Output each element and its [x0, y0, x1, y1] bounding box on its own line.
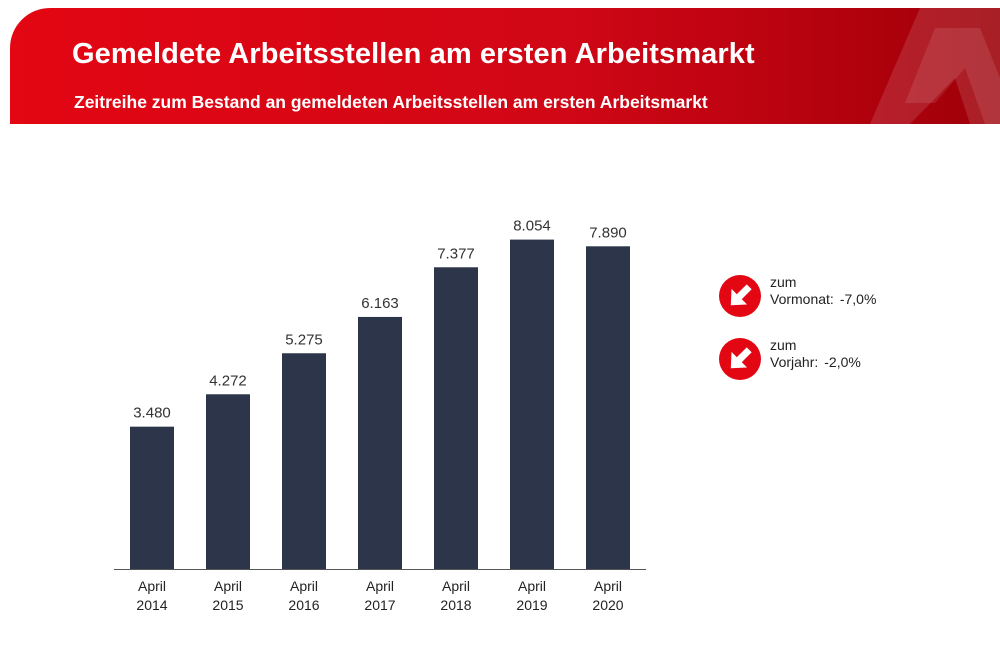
data-label: 6.163: [361, 295, 399, 312]
change-vorjahr: zum Vorjahr: -2,0%: [718, 337, 978, 381]
bar: [282, 353, 326, 569]
down-right-arrow-icon: [719, 275, 761, 317]
x-tick-label: 2014: [136, 597, 167, 613]
bar: [434, 267, 478, 569]
data-label: 7.377: [437, 245, 475, 262]
header-banner: Gemeldete Arbeitsstellen am ersten Arbei…: [10, 8, 1000, 124]
bar: [130, 426, 174, 569]
x-tick-label: April: [366, 578, 394, 594]
change-prefix: zum: [770, 337, 797, 353]
change-vormonat: zum Vormonat: -7,0%: [718, 274, 978, 318]
data-label: 8.054: [513, 218, 551, 235]
bar: [206, 394, 250, 569]
change-label: Vormonat: -7,0%: [770, 291, 876, 307]
x-tick-label: 2016: [288, 597, 319, 613]
page-subtitle: Zeitreihe zum Bestand an gemeldeten Arbe…: [74, 92, 708, 112]
change-value: -2,0%: [824, 354, 861, 370]
change-value: -7,0%: [839, 291, 877, 307]
x-tick-label: 2015: [212, 597, 243, 613]
down-right-arrow-icon: [719, 338, 761, 380]
data-label: 5.275: [285, 331, 323, 348]
data-label: 3.480: [133, 405, 171, 422]
x-tick-label: 2020: [592, 597, 623, 613]
bar: [358, 316, 402, 569]
x-tick-label: April: [138, 578, 166, 594]
x-tick-label: 2017: [364, 597, 395, 613]
bar: [510, 239, 554, 569]
bar: [586, 246, 630, 569]
change-label: Vorjahr: -2,0%: [770, 354, 861, 370]
agency-logo-icon: [870, 8, 1000, 124]
x-tick-label: April: [290, 578, 318, 594]
x-tick-label: April: [442, 578, 470, 594]
x-tick-label: 2019: [516, 597, 547, 613]
change-label-text: Vorjahr:: [770, 354, 819, 370]
change-prefix: zum: [770, 274, 797, 290]
page-title: Gemeldete Arbeitsstellen am ersten Arbei…: [72, 38, 755, 70]
data-label: 4.272: [209, 372, 247, 389]
x-tick-label: April: [594, 578, 622, 594]
data-label: 7.890: [589, 224, 627, 241]
change-label-text: Vormonat:: [770, 291, 834, 307]
x-tick-label: April: [518, 578, 546, 594]
x-tick-label: 2018: [440, 597, 471, 613]
x-tick-label: April: [214, 578, 242, 594]
